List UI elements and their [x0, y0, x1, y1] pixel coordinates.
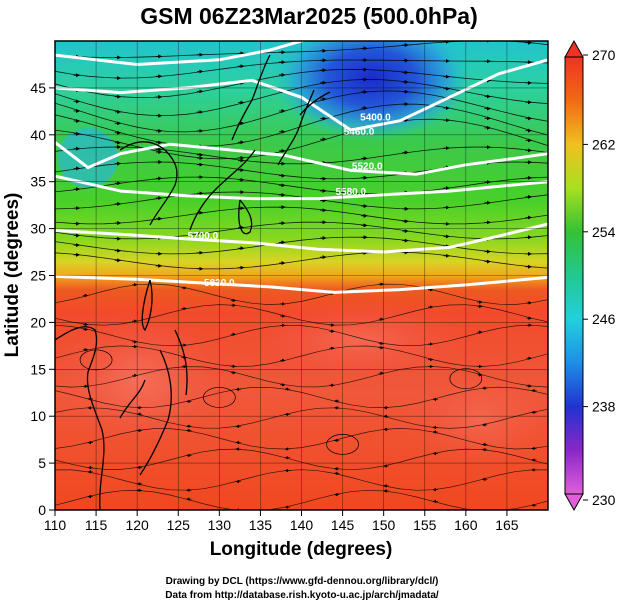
- colorbar-tick-label: 246: [592, 311, 616, 327]
- y-tick-label: 25: [30, 268, 46, 284]
- x-tick-label: 145: [331, 517, 355, 533]
- colorbar-bar: [564, 56, 584, 495]
- y-tick-label: 45: [30, 80, 46, 96]
- x-tick-label: 140: [290, 517, 314, 533]
- x-tick-label: 150: [372, 517, 396, 533]
- colorbar-tick-label: 238: [592, 399, 616, 415]
- credit-data-source: Data from http://database.rish.kyoto-u.a…: [165, 590, 439, 601]
- y-axis: 0 5 10 15 20 25 30 35 40 45: [30, 80, 55, 518]
- credit-dcl: Drawing by DCL (https://www.gfd-dennou.o…: [166, 576, 439, 587]
- x-tick-label: 125: [167, 517, 191, 533]
- x-tick-label: 130: [208, 517, 232, 533]
- x-axis: 110 115 120 125 130 135 140 145 150 155 160 165: [44, 510, 519, 533]
- y-tick-label: 0: [38, 502, 46, 518]
- contour-label: 5700.0: [188, 231, 219, 242]
- y-tick-label: 15: [30, 361, 46, 377]
- contour-line: [55, 174, 548, 201]
- contour-label: 5460.0: [344, 127, 375, 138]
- x-tick-label: 110: [44, 517, 67, 533]
- x-tick-label: 155: [413, 517, 437, 533]
- colorbar-max-arrow: [564, 39, 584, 58]
- contour-label: 5400.0: [360, 113, 391, 124]
- cold-low-center: [272, 41, 472, 140]
- y-tick-label: 35: [30, 174, 46, 190]
- colorbar-tick-label: 230: [592, 492, 616, 508]
- contour-label: 5520.0: [352, 162, 383, 173]
- y-tick-label: 30: [30, 221, 46, 237]
- x-tick-label: 135: [249, 517, 273, 533]
- colorbar: 230 238 246 254 262 270: [564, 39, 616, 512]
- colorbar-tick-label: 262: [592, 136, 616, 152]
- x-tick-label: 115: [85, 517, 108, 533]
- colorbar-tick-label: 270: [592, 47, 616, 63]
- contour-line: [55, 141, 548, 176]
- x-tick-label: 120: [125, 517, 149, 533]
- contour-line: [55, 222, 548, 254]
- y-axis-label: Latitude (degrees): [2, 193, 23, 358]
- contour-line: [55, 58, 548, 132]
- colorbar-tick-label: 254: [592, 224, 616, 240]
- y-tick-label: 20: [30, 314, 46, 330]
- coastlines: [55, 54, 331, 510]
- y-tick-label: 10: [30, 408, 46, 424]
- x-tick-label: 160: [454, 517, 478, 533]
- y-tick-label: 5: [38, 455, 46, 471]
- chart-title: GSM 06Z23Mar2025 (500.0hPa): [140, 3, 478, 29]
- x-axis-label: Longitude (degrees): [210, 539, 393, 560]
- colorbar-min-arrow: [564, 493, 584, 512]
- x-tick-label: 165: [495, 517, 519, 533]
- y-tick-label: 40: [30, 127, 46, 143]
- contour-label: 5580.0: [336, 187, 367, 198]
